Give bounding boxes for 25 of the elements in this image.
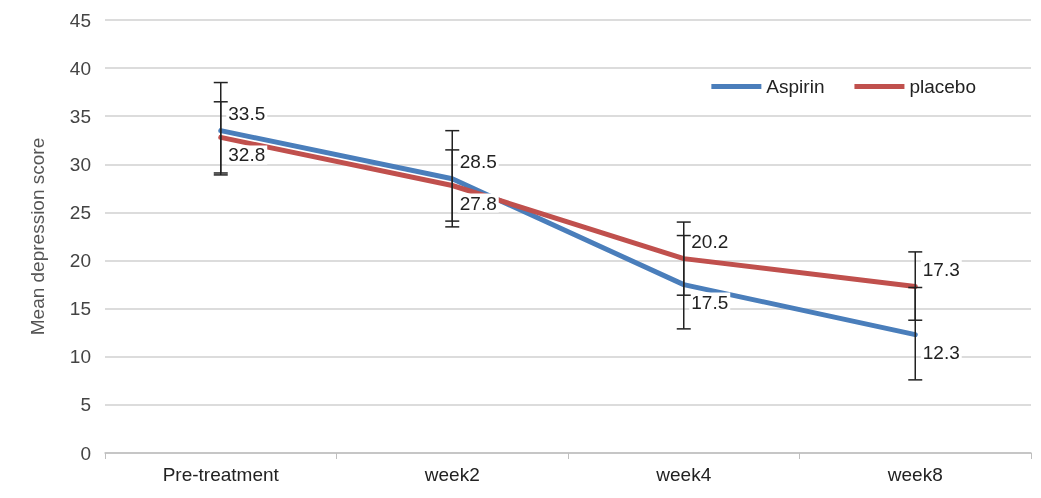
y-axis-title: Mean depression score [27, 137, 48, 336]
y-tick-label: 20 [69, 250, 91, 272]
data-label: 20.2 [691, 230, 729, 252]
data-label: 17.5 [691, 291, 729, 313]
y-tick-label: 45 [69, 9, 91, 31]
y-tick-label: 35 [69, 105, 91, 127]
y-tick-label: 30 [69, 153, 91, 175]
y-tick-label: 40 [69, 57, 91, 79]
y-tick-label: 0 [80, 442, 91, 464]
data-label: 27.8 [459, 192, 497, 214]
data-label: 17.3 [922, 258, 960, 280]
x-tick-label: Pre-treatment [162, 464, 280, 485]
legend-label: placebo [909, 76, 977, 97]
data-label: 33.5 [228, 102, 266, 124]
y-tick-label: 15 [69, 298, 91, 320]
y-tick-label: 25 [69, 201, 91, 223]
data-label: 32.8 [228, 144, 266, 166]
x-tick-label: week2 [423, 464, 480, 485]
data-label: 12.3 [922, 341, 960, 363]
legend-label: Aspirin [766, 76, 825, 97]
data-label: 28.5 [459, 150, 497, 172]
y-tick-label: 10 [69, 346, 91, 368]
x-tick-label: week4 [655, 464, 712, 485]
x-tick-label: week8 [886, 464, 943, 485]
y-tick-label: 5 [80, 394, 91, 416]
